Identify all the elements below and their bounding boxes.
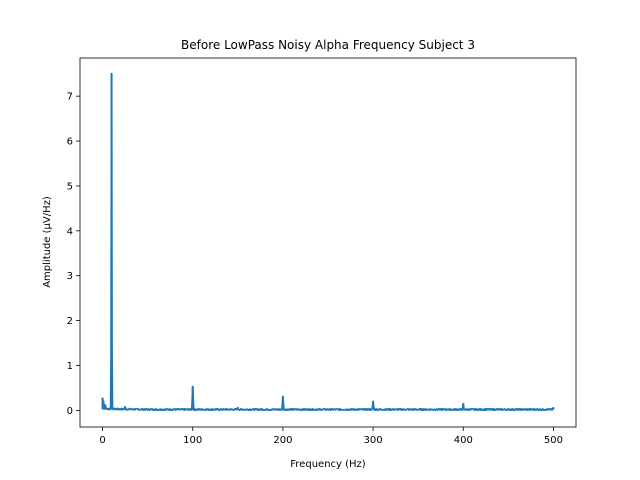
y-tick-label: 2 [67, 316, 73, 327]
y-tick-label: 6 [67, 137, 73, 148]
x-tick-label: 100 [183, 435, 202, 446]
y-tick-label: 7 [67, 92, 73, 103]
plot-area [101, 72, 555, 412]
chart-title: Before LowPass Noisy Alpha Frequency Sub… [181, 38, 475, 52]
y-tick-label: 4 [67, 226, 73, 237]
y-tick-label: 1 [67, 361, 73, 372]
x-tick-label: 0 [99, 435, 105, 446]
y-axis-label: Amplitude (µV/Hz) [42, 196, 53, 288]
y-tick-label: 0 [67, 406, 73, 417]
x-tick-label: 200 [273, 435, 292, 446]
plot-frame [79, 57, 577, 428]
x-axis-label: Frequency (Hz) [290, 459, 366, 470]
x-axis: 0 100 200 300 400 500 [99, 427, 563, 446]
x-tick-label: 300 [364, 435, 383, 446]
x-tick-label: 400 [454, 435, 473, 446]
spectrum-line [101, 72, 555, 412]
y-axis: 0 1 2 3 4 5 6 7 [67, 92, 80, 417]
x-tick-label: 500 [544, 435, 563, 446]
y-tick-label: 3 [67, 271, 73, 282]
y-tick-label: 5 [67, 181, 73, 192]
